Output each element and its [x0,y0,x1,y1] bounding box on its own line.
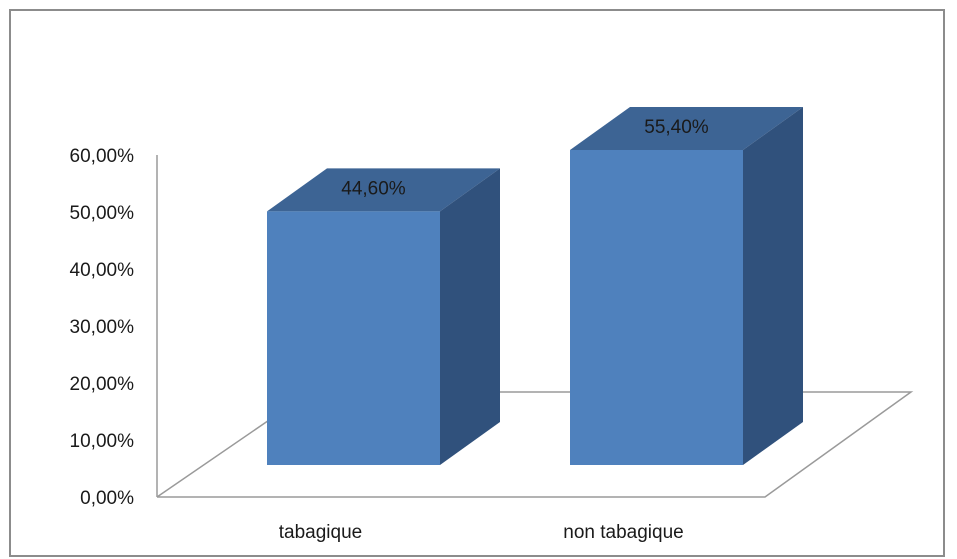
chart-floor [156,391,914,498]
data-label: 44,60% [341,178,406,199]
bar-front-face [570,150,743,465]
bar-top-face [267,168,500,212]
bar: 55,40% [570,107,803,465]
bar-side-face [440,168,500,465]
x-category-label: tabagique [279,522,362,543]
x-category-label: non tabagique [563,522,683,543]
y-tick-label: 50,00% [70,203,135,224]
bar-front-face [267,211,440,465]
data-label: 55,40% [644,117,709,138]
bar-side-face [743,107,803,465]
bar-top-face [570,107,803,150]
bars: 44,60% 55,40% [267,107,803,465]
y-tick-label: 60,00% [70,146,135,167]
y-tick-label: 10,00% [70,431,135,452]
y-tick-label: 0,00% [80,488,134,509]
x-axis-labels: tabagique non tabagique [279,522,684,543]
y-axis-ticks: 0,00% 10,00% 20,00% 30,00% 40,00% 50,00% 60,00… [70,146,135,509]
y-tick-label: 30,00% [70,317,135,338]
y-tick-label: 40,00% [70,260,135,281]
y-tick-label: 20,00% [70,374,135,395]
bar: 44,60% [267,168,500,465]
floor-outline [156,391,914,498]
